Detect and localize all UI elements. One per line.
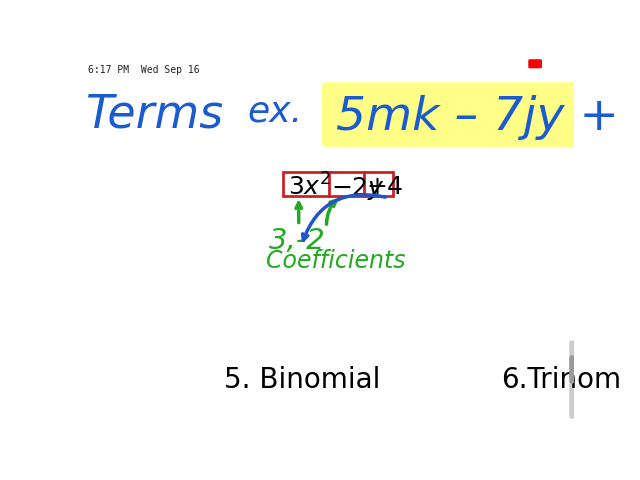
- Bar: [364, 171, 393, 196]
- Text: $+4$: $+4$: [367, 175, 404, 199]
- FancyBboxPatch shape: [322, 82, 581, 147]
- Text: 5. Binomial: 5. Binomial: [224, 366, 380, 394]
- FancyBboxPatch shape: [529, 60, 541, 68]
- Bar: [284, 171, 330, 196]
- Text: 3,-2: 3,-2: [269, 227, 326, 255]
- Text: 6:17 PM  Wed Sep 16: 6:17 PM Wed Sep 16: [88, 65, 200, 75]
- Text: 6.Trinom: 6.Trinom: [501, 366, 621, 394]
- Text: $-2y$: $-2y$: [331, 175, 385, 203]
- Text: 5mk – 7jy +: 5mk – 7jy +: [336, 95, 619, 140]
- Text: $3x^2$: $3x^2$: [288, 174, 331, 201]
- Text: Terms: Terms: [86, 92, 223, 137]
- Bar: [329, 171, 365, 196]
- Text: Coefficients: Coefficients: [266, 249, 406, 273]
- Text: ex.: ex.: [247, 95, 302, 129]
